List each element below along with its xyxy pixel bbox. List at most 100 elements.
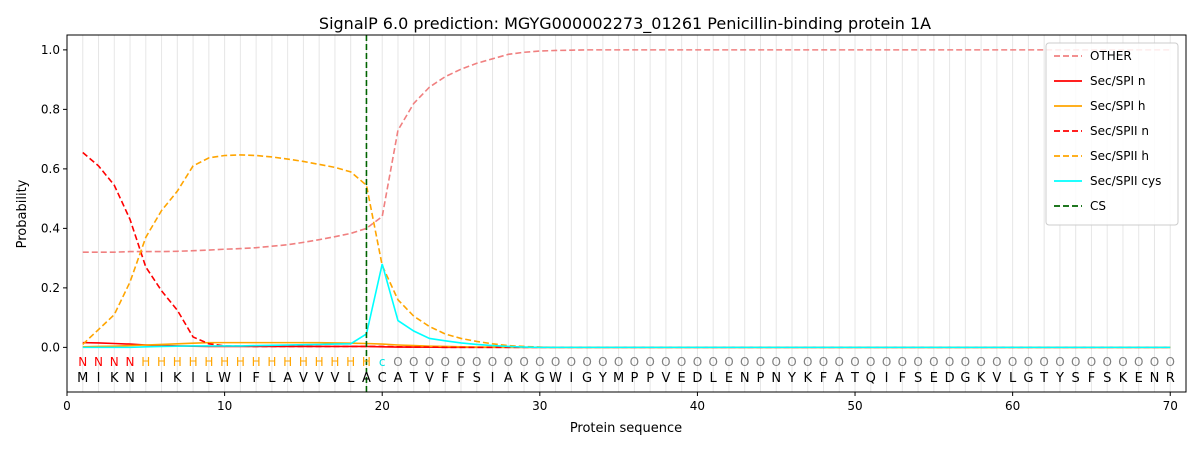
sequence-residue: F: [820, 371, 827, 386]
legend-label: Sec/SPII h: [1090, 149, 1149, 163]
sequence-residue: Q: [866, 371, 876, 386]
sequence-residue: K: [977, 371, 986, 386]
sequence-residue: A: [394, 371, 403, 386]
legend: OTHER Sec/SPI n Sec/SPI h Sec/SPII n Sec/SPI…: [1045, 42, 1179, 226]
region-label: H: [141, 355, 150, 369]
sequence-residue: E: [678, 371, 686, 386]
region-label: O: [472, 355, 481, 369]
sequence-residue: N: [1150, 371, 1160, 386]
region-label: H: [252, 355, 261, 369]
sequence-residue: K: [1119, 371, 1128, 386]
sequence-residue: F: [457, 371, 464, 386]
region-label: O: [866, 355, 875, 369]
region-label: O: [835, 355, 844, 369]
sequence-residue: S: [1103, 371, 1111, 386]
sequence-residue: F: [1088, 371, 1095, 386]
region-label: O: [441, 355, 450, 369]
region-label: H: [173, 355, 182, 369]
sequence-residue: P: [646, 371, 654, 386]
sequence-residue: D: [692, 371, 702, 386]
series-line-sec-spii-h: [82, 154, 1171, 349]
sequence-residue: E: [930, 371, 938, 386]
sequence-residue: T: [1039, 371, 1048, 386]
series-line-other: [82, 49, 1171, 253]
sequence-residue: D: [945, 371, 955, 386]
sequence-residue: I: [569, 371, 573, 386]
sequence-residue: C: [378, 371, 387, 386]
legend-label: Sec/SPII n: [1090, 124, 1149, 138]
region-label: O: [693, 355, 702, 369]
plot-frame: [66, 34, 1187, 393]
region-label: N: [110, 355, 119, 369]
sequence-residue: L: [268, 371, 276, 386]
region-label: N: [126, 355, 135, 369]
sequence-residue: G: [535, 371, 545, 386]
region-label: O: [976, 355, 985, 369]
region-label: H: [267, 355, 276, 369]
sequence-residue: A: [362, 371, 371, 386]
region-label: H: [204, 355, 213, 369]
region-label: O: [551, 355, 560, 369]
region-label: O: [677, 355, 686, 369]
region-label: H: [220, 355, 229, 369]
y-tick-label: 1.0: [41, 43, 60, 57]
sequence-residue: K: [520, 371, 529, 386]
series-layer: [82, 35, 1171, 392]
region-label: O: [929, 355, 938, 369]
region-label: O: [740, 355, 749, 369]
legend-box: [1045, 42, 1179, 226]
sequence-residue: G: [582, 371, 592, 386]
sequence-residue: A: [283, 371, 292, 386]
sequence-residue: V: [661, 371, 670, 386]
sequence-residue: E: [1135, 371, 1143, 386]
region-label: O: [787, 355, 796, 369]
region-label: O: [756, 355, 765, 369]
region-label: O: [819, 355, 828, 369]
sequence-residue: T: [850, 371, 859, 386]
x-tick-label: 0: [63, 399, 71, 413]
region-label: H: [189, 355, 198, 369]
sequence-residue: K: [173, 371, 182, 386]
region-label: O: [582, 355, 591, 369]
sequence-residue: V: [425, 371, 434, 386]
sequence-residue: S: [1072, 371, 1080, 386]
sequence-residue: I: [97, 371, 101, 386]
region-label: O: [519, 355, 528, 369]
x-tick-label: 20: [375, 399, 390, 413]
region-label: O: [393, 355, 402, 369]
region-label: O: [630, 355, 639, 369]
sequence-residue: Y: [787, 371, 796, 386]
region-label: O: [850, 355, 859, 369]
region-label: O: [567, 355, 576, 369]
sequence-residue: P: [630, 371, 638, 386]
y-tick-label: 0.4: [41, 221, 60, 235]
sequence-residue: M: [77, 371, 88, 386]
sequence-residue: F: [442, 371, 449, 386]
chart-title: SignalP 6.0 prediction: MGYG000002273_01…: [319, 14, 931, 34]
region-label: O: [898, 355, 907, 369]
sequence-residue: R: [1166, 371, 1175, 386]
sequence-residue: V: [299, 371, 308, 386]
sequence-residue: N: [771, 371, 781, 386]
sequence-residue: Y: [598, 371, 607, 386]
region-label: O: [724, 355, 733, 369]
y-tick-label: 0.2: [41, 281, 60, 295]
sequence-residue: L: [710, 371, 718, 386]
legend-label: Sec/SPI n: [1090, 74, 1145, 88]
x-tick-label: 40: [690, 399, 705, 413]
region-label: O: [1150, 355, 1159, 369]
y-axis-label: Probability: [15, 179, 30, 248]
region-label: O: [425, 355, 434, 369]
region-label: O: [535, 355, 544, 369]
x-tick-label: 50: [847, 399, 862, 413]
region-label: O: [961, 355, 970, 369]
sequence-residue: F: [899, 371, 906, 386]
y-tick-label: 0.0: [41, 340, 60, 354]
region-label: O: [456, 355, 465, 369]
sequence-residue: V: [992, 371, 1001, 386]
sequence-residue: Y: [1055, 371, 1064, 386]
legend-label: Sec/SPII cys: [1090, 174, 1161, 188]
sequence-residue: V: [315, 371, 324, 386]
region-label: O: [645, 355, 654, 369]
